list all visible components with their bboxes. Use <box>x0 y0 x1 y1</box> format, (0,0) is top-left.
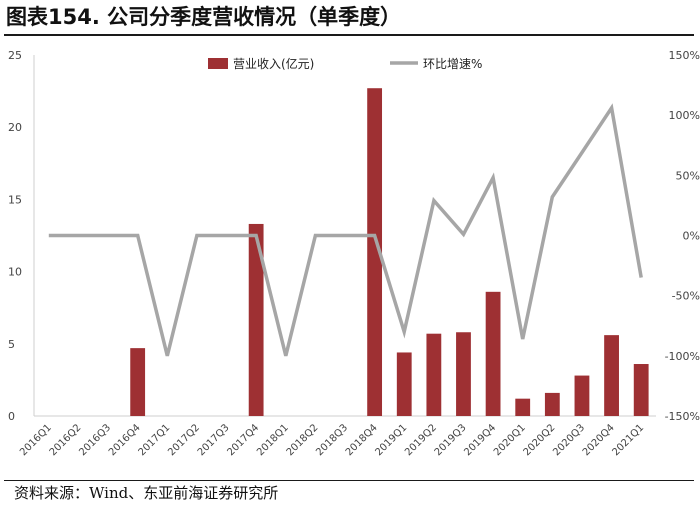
revenue-bar-2021Q1 <box>633 364 649 416</box>
x-tick-label: 2017Q3 <box>196 422 232 458</box>
revenue-bar-2020Q3 <box>574 375 590 416</box>
source-divider <box>4 480 694 481</box>
revenue-bars <box>130 88 649 416</box>
x-tick-label: 2016Q1 <box>18 422 54 458</box>
right-tick-label: -100% <box>665 350 700 363</box>
x-tick-label: 2020Q2 <box>522 422 558 458</box>
x-tick-label: 2019Q4 <box>462 422 498 458</box>
revenue-bar-2016Q4 <box>130 348 146 416</box>
x-tick-label: 2018Q1 <box>255 422 291 458</box>
left-tick-label: 20 <box>8 121 22 134</box>
title-divider <box>4 34 694 36</box>
growth-series-line <box>48 103 643 357</box>
right-tick-label: -50% <box>672 290 700 303</box>
x-tick-label: 2019Q2 <box>403 422 439 458</box>
x-tick-label: 2019Q3 <box>433 422 469 458</box>
right-tick-label: 150% <box>669 49 700 62</box>
revenue-bar-2018Q4 <box>367 88 383 416</box>
left-tick-label: 25 <box>8 49 22 62</box>
x-tick-label: 2016Q3 <box>77 422 113 458</box>
legend-bar-label: 营业收入(亿元) <box>233 56 314 71</box>
x-tick-label: 2016Q2 <box>48 422 84 458</box>
x-tick-label: 2017Q1 <box>137 422 173 458</box>
left-axis-ticks: 0 5 10 15 20 25 <box>8 49 22 423</box>
revenue-bar-2019Q1 <box>396 352 412 416</box>
x-tick-label: 2021Q1 <box>610 422 646 458</box>
right-tick-label: -150% <box>665 410 700 423</box>
revenue-bar-2019Q3 <box>456 332 471 416</box>
revenue-bar-2019Q4 <box>485 291 501 416</box>
x-tick-label: 2020Q4 <box>581 422 617 458</box>
x-tick-label: 2018Q4 <box>344 422 380 458</box>
left-tick-label: 0 <box>8 410 15 423</box>
x-tick-label: 2017Q2 <box>166 422 202 458</box>
x-tick-label: 2020Q1 <box>492 422 528 458</box>
revenue-chart: 0 5 10 15 20 25 -150% -100% -50% 0% 50% 100% 150% 2… <box>8 49 700 458</box>
x-tick-label: 2017Q4 <box>225 422 261 458</box>
x-axis-ticks: 2016Q12016Q22016Q32016Q42017Q12017Q22017… <box>18 422 646 458</box>
growth-line <box>48 103 643 357</box>
revenue-bar-2020Q2 <box>544 392 560 416</box>
x-tick-label: 2019Q1 <box>374 422 410 458</box>
revenue-bar-2017Q4 <box>248 223 264 416</box>
right-tick-label: 50% <box>676 169 700 182</box>
chart-legend: 营业收入(亿元) 环比增速% <box>208 56 482 71</box>
source-note: 资料来源：Wind、东亚前海证券研究所 <box>14 484 279 502</box>
right-tick-label: 100% <box>669 109 700 122</box>
revenue-bar-2020Q1 <box>515 398 531 416</box>
revenue-bar-2020Q4 <box>604 335 619 416</box>
figure-title: 图表154. 公司分季度营收情况（单季度） <box>6 5 402 29</box>
revenue-bar-2019Q2 <box>426 333 442 416</box>
x-tick-label: 2018Q3 <box>314 422 350 458</box>
left-tick-label: 5 <box>8 338 15 351</box>
legend-bar-swatch <box>208 58 228 69</box>
left-tick-label: 15 <box>8 193 22 206</box>
right-tick-label: 0% <box>683 230 700 243</box>
left-tick-label: 10 <box>8 266 22 279</box>
legend-line-label: 环比增速% <box>423 57 482 71</box>
x-tick-label: 2018Q2 <box>285 422 321 458</box>
x-tick-label: 2020Q3 <box>551 422 587 458</box>
right-axis-ticks: -150% -100% -50% 0% 50% 100% 150% <box>665 49 700 423</box>
x-tick-label: 2016Q4 <box>107 422 143 458</box>
